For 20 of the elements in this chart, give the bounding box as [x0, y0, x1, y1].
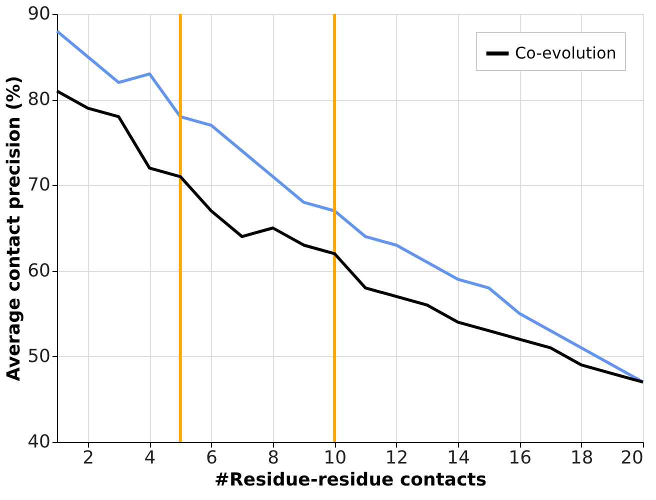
x-tick-label: 2 [82, 448, 94, 468]
legend-label: Co-evolution [515, 44, 616, 62]
x-tick-label: 6 [206, 448, 218, 468]
x-tick-label: 4 [144, 448, 156, 468]
x-tick-label: 18 [570, 448, 594, 468]
x-tick-label: 12 [385, 448, 408, 468]
y-tick-label: 80 [28, 89, 50, 110]
y-tick-label: 90 [28, 4, 50, 24]
x-tick-label: 16 [508, 448, 532, 468]
y-tick-label: 70 [28, 174, 50, 196]
y-tick-label: 60 [28, 260, 50, 282]
y-axis-title: Average contact precision (%) [4, 76, 25, 382]
y-tick-label: 50 [28, 346, 50, 367]
x-tick-label: 14 [446, 448, 470, 468]
x-tick-label: 10 [324, 448, 347, 468]
x-tick-label: 8 [268, 448, 280, 468]
x-axis-title: #Residue-residue contacts [214, 470, 487, 490]
y-tick-label: 40 [28, 432, 50, 452]
x-tick-label: 20 [620, 448, 644, 468]
line-series [56, 30, 644, 384]
